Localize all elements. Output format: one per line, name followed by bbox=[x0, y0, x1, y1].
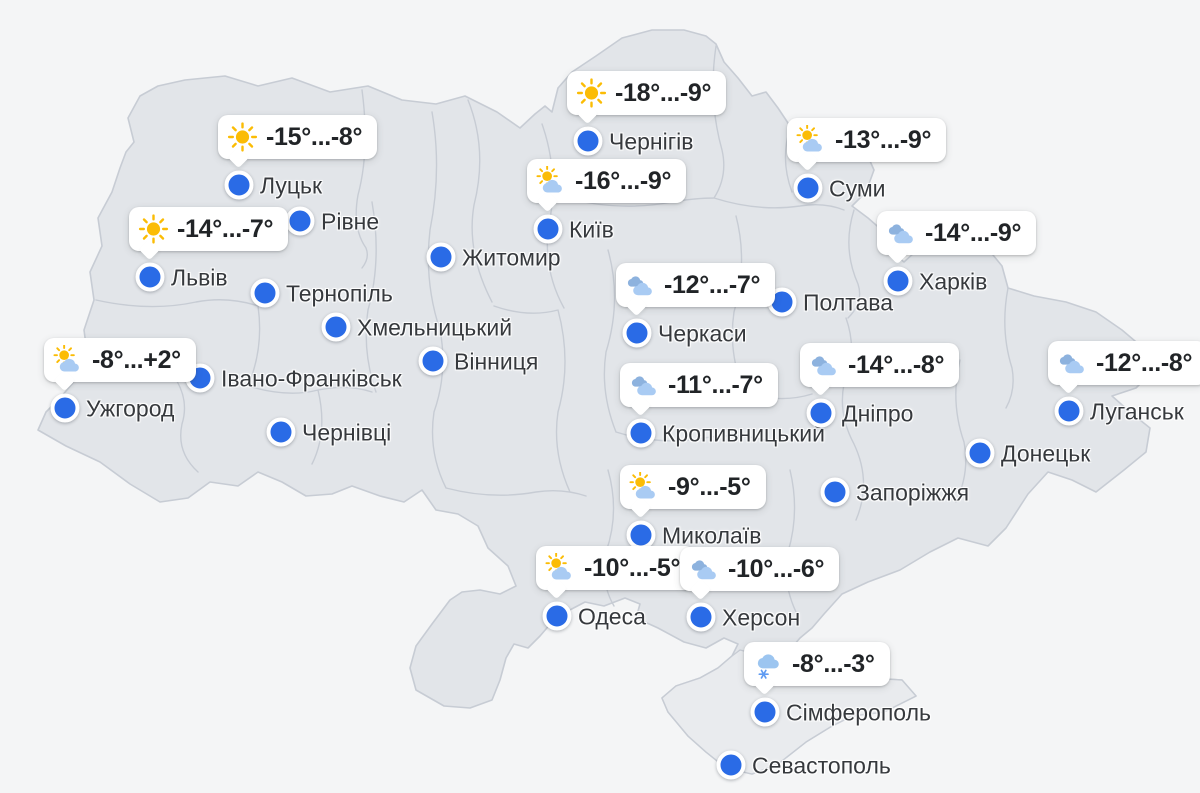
city-marker-dot[interactable] bbox=[285, 206, 315, 236]
weather-badge[interactable]: -16°...-9° bbox=[527, 159, 687, 203]
snow-cloud-icon bbox=[753, 649, 784, 680]
weather-badge[interactable]: -12°...-8° bbox=[1048, 341, 1200, 385]
city-marker-dot[interactable] bbox=[626, 418, 656, 448]
city-marker-dot[interactable] bbox=[542, 601, 572, 631]
weather-badge[interactable]: -13°...-9° bbox=[787, 118, 947, 162]
city-marker-dot[interactable] bbox=[533, 214, 563, 244]
city-marker-dot[interactable] bbox=[135, 262, 165, 292]
weather-badge[interactable]: -8°...+2° bbox=[44, 338, 196, 382]
city-marker-dot[interactable] bbox=[573, 126, 603, 156]
temperature-range: -12°...-8° bbox=[1096, 348, 1193, 377]
city-label[interactable]: Рівне bbox=[321, 208, 380, 235]
clouds-icon bbox=[809, 350, 840, 381]
city-marker-dot[interactable] bbox=[793, 173, 823, 203]
city-label[interactable]: Чернівці bbox=[302, 419, 392, 446]
temperature-range: -13°...-9° bbox=[835, 125, 932, 154]
city-marker-dot[interactable] bbox=[883, 266, 913, 296]
city-label[interactable]: Луганськ bbox=[1090, 398, 1184, 425]
sun-icon bbox=[138, 213, 169, 244]
city-label[interactable]: Запоріжжя bbox=[856, 479, 970, 506]
weather-badge[interactable]: -10°...-5° bbox=[536, 546, 696, 590]
city-marker-dot[interactable] bbox=[626, 520, 656, 550]
weather-badge[interactable]: -15°...-8° bbox=[218, 115, 378, 159]
city-label[interactable]: Херсон bbox=[722, 604, 801, 631]
sun-behind-cloud-icon bbox=[53, 345, 84, 376]
temperature-range: -11°...-7° bbox=[668, 370, 763, 399]
city-marker-dot[interactable] bbox=[1054, 396, 1084, 426]
city-label[interactable]: Київ bbox=[569, 216, 614, 243]
city-marker-dot[interactable] bbox=[965, 438, 995, 468]
city-label[interactable]: Черкаси bbox=[658, 320, 747, 347]
city-marker-dot[interactable] bbox=[820, 477, 850, 507]
temperature-range: -8°...+2° bbox=[92, 345, 181, 374]
city-label[interactable]: Одеса bbox=[578, 603, 646, 630]
city-marker-dot[interactable] bbox=[750, 697, 780, 727]
weather-badge[interactable]: -14°...-8° bbox=[800, 343, 960, 387]
clouds-icon bbox=[886, 218, 917, 249]
city-label[interactable]: Луцьк bbox=[260, 172, 323, 199]
sun-behind-cloud-icon bbox=[536, 166, 567, 197]
city-marker-dot[interactable] bbox=[622, 318, 652, 348]
city-label[interactable]: Кропивницький bbox=[662, 420, 825, 447]
temperature-range: -12°...-7° bbox=[664, 270, 761, 299]
temperature-range: -9°...-5° bbox=[668, 472, 751, 501]
clouds-icon bbox=[625, 270, 656, 301]
temperature-range: -15°...-8° bbox=[266, 122, 363, 151]
city-marker-dot[interactable] bbox=[418, 346, 448, 376]
temperature-range: -14°...-7° bbox=[177, 214, 274, 243]
city-label[interactable]: Чернігів bbox=[609, 128, 694, 155]
city-marker-dot[interactable] bbox=[250, 278, 280, 308]
city-label[interactable]: Донецьк bbox=[1001, 440, 1091, 467]
temperature-range: -18°...-9° bbox=[615, 78, 712, 107]
city-marker-dot[interactable] bbox=[321, 312, 351, 342]
city-label[interactable]: Хмельницький bbox=[357, 314, 513, 341]
city-marker-dot[interactable] bbox=[224, 170, 254, 200]
clouds-icon bbox=[689, 554, 720, 585]
temperature-range: -14°...-8° bbox=[848, 350, 945, 379]
sun-behind-cloud-icon bbox=[796, 125, 827, 156]
temperature-range: -10°...-5° bbox=[584, 553, 681, 582]
sun-icon bbox=[227, 121, 258, 152]
sun-icon bbox=[576, 77, 607, 108]
weather-badge[interactable]: -14°...-9° bbox=[877, 211, 1037, 255]
weather-badge[interactable]: -10°...-6° bbox=[680, 547, 840, 591]
temperature-range: -8°...-3° bbox=[792, 649, 875, 678]
city-label[interactable]: Миколаїв bbox=[662, 522, 762, 549]
city-marker-dot[interactable] bbox=[266, 417, 296, 447]
city-marker-dot[interactable] bbox=[426, 242, 456, 272]
city-label[interactable]: Севастополь bbox=[752, 752, 891, 779]
weather-badge[interactable]: -18°...-9° bbox=[567, 71, 727, 115]
weather-badge[interactable]: -11°...-7° bbox=[620, 363, 778, 407]
clouds-icon bbox=[629, 370, 660, 401]
temperature-range: -10°...-6° bbox=[728, 554, 825, 583]
city-label[interactable]: Тернопіль bbox=[286, 280, 393, 307]
city-label[interactable]: Суми bbox=[829, 175, 886, 202]
city-label[interactable]: Харків bbox=[919, 268, 988, 295]
city-marker-dot[interactable] bbox=[806, 398, 836, 428]
city-label[interactable]: Ужгород bbox=[86, 395, 175, 422]
city-label[interactable]: Житомир bbox=[462, 244, 561, 271]
weather-badge[interactable]: -14°...-7° bbox=[129, 207, 289, 251]
sun-behind-cloud-icon bbox=[629, 472, 660, 503]
city-label[interactable]: Вінниця bbox=[454, 348, 539, 375]
city-label[interactable]: Львів bbox=[171, 264, 228, 291]
temperature-range: -16°...-9° bbox=[575, 166, 672, 195]
weather-badge[interactable]: -12°...-7° bbox=[616, 263, 776, 307]
city-label[interactable]: Полтава bbox=[803, 289, 894, 316]
city-label[interactable]: Івано-Франківськ bbox=[221, 365, 402, 392]
temperature-range: -14°...-9° bbox=[925, 218, 1022, 247]
city-marker-dot[interactable] bbox=[50, 393, 80, 423]
city-label[interactable]: Сімферополь bbox=[786, 699, 931, 726]
city-marker-dot[interactable] bbox=[686, 602, 716, 632]
weather-badge[interactable]: -9°...-5° bbox=[620, 465, 766, 509]
weather-badge[interactable]: -8°...-3° bbox=[744, 642, 890, 686]
sun-behind-cloud-icon bbox=[545, 553, 576, 584]
city-marker-dot[interactable] bbox=[716, 750, 746, 780]
clouds-icon bbox=[1057, 348, 1088, 379]
city-label[interactable]: Дніпро bbox=[842, 400, 914, 427]
